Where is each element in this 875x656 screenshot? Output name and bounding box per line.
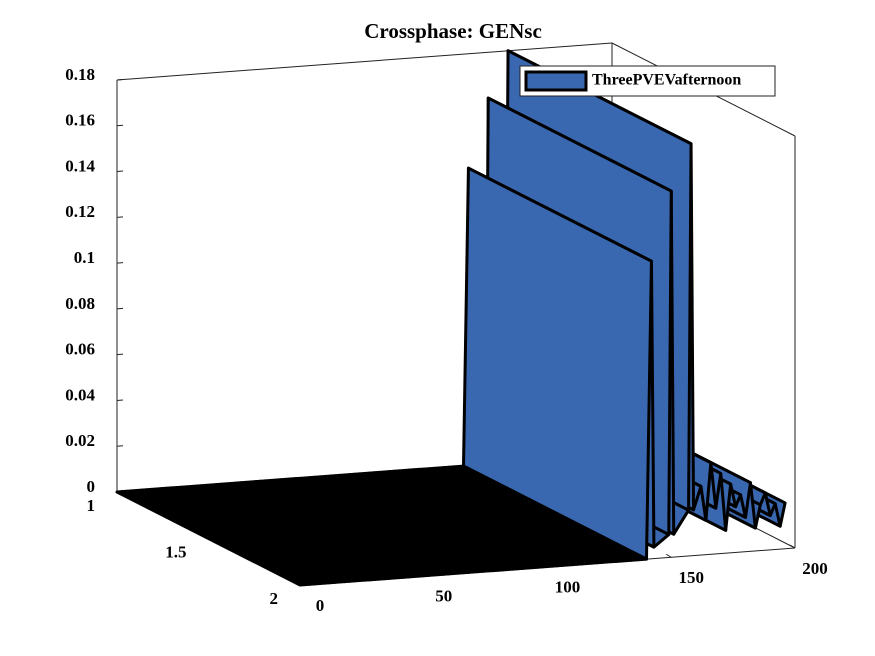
z-tick (116, 307, 124, 310)
z-tick-label: 0.1 (74, 248, 95, 267)
ribbon-segment (115, 490, 307, 587)
x-tick-label: 200 (802, 559, 828, 578)
x-tick-label: 100 (555, 577, 581, 596)
y-tick-label: 1.5 (165, 542, 186, 561)
z-tick (116, 445, 124, 447)
z-tick-label: 0.18 (65, 65, 95, 84)
z-tick-label: 0.02 (65, 431, 95, 450)
z-tick (116, 262, 124, 264)
legend-swatch (524, 70, 588, 92)
x-tick-label: 0 (316, 596, 325, 615)
z-tick-label: 0.08 (65, 294, 95, 313)
z-tick-label: 0.04 (65, 385, 95, 404)
z-tick (116, 124, 124, 127)
z-tick (116, 170, 124, 173)
z-tick-label: 0 (87, 477, 96, 496)
x-tick (665, 553, 672, 558)
legend: ThreePVEVafternoon (519, 65, 776, 97)
chart-title: Crossphase: GENsc (364, 19, 542, 43)
x-tick (789, 544, 796, 549)
z-tick (116, 353, 124, 356)
x-tick-label: 150 (679, 568, 705, 587)
z-tick-label: 0.16 (65, 111, 95, 130)
legend-label: ThreePVEVafternoon (592, 72, 741, 89)
x-tick-label: 50 (435, 587, 452, 606)
z-tick (116, 216, 124, 218)
z-tick (116, 399, 124, 401)
z-tick-label: 0.06 (65, 340, 95, 359)
axis-box-edge (116, 42, 613, 81)
z-tick-label: 0.14 (65, 156, 95, 175)
plot-area: 0 0.02 0.04 0.06 0.08 0.1 0.12 0.14 0.16 0.18 0 50 1… (65, 42, 828, 615)
z-tick-label: 0.12 (65, 202, 95, 221)
y-tick-label: 1 (87, 496, 96, 515)
z-tick (116, 79, 124, 81)
y-tick-label: 2 (270, 589, 279, 608)
